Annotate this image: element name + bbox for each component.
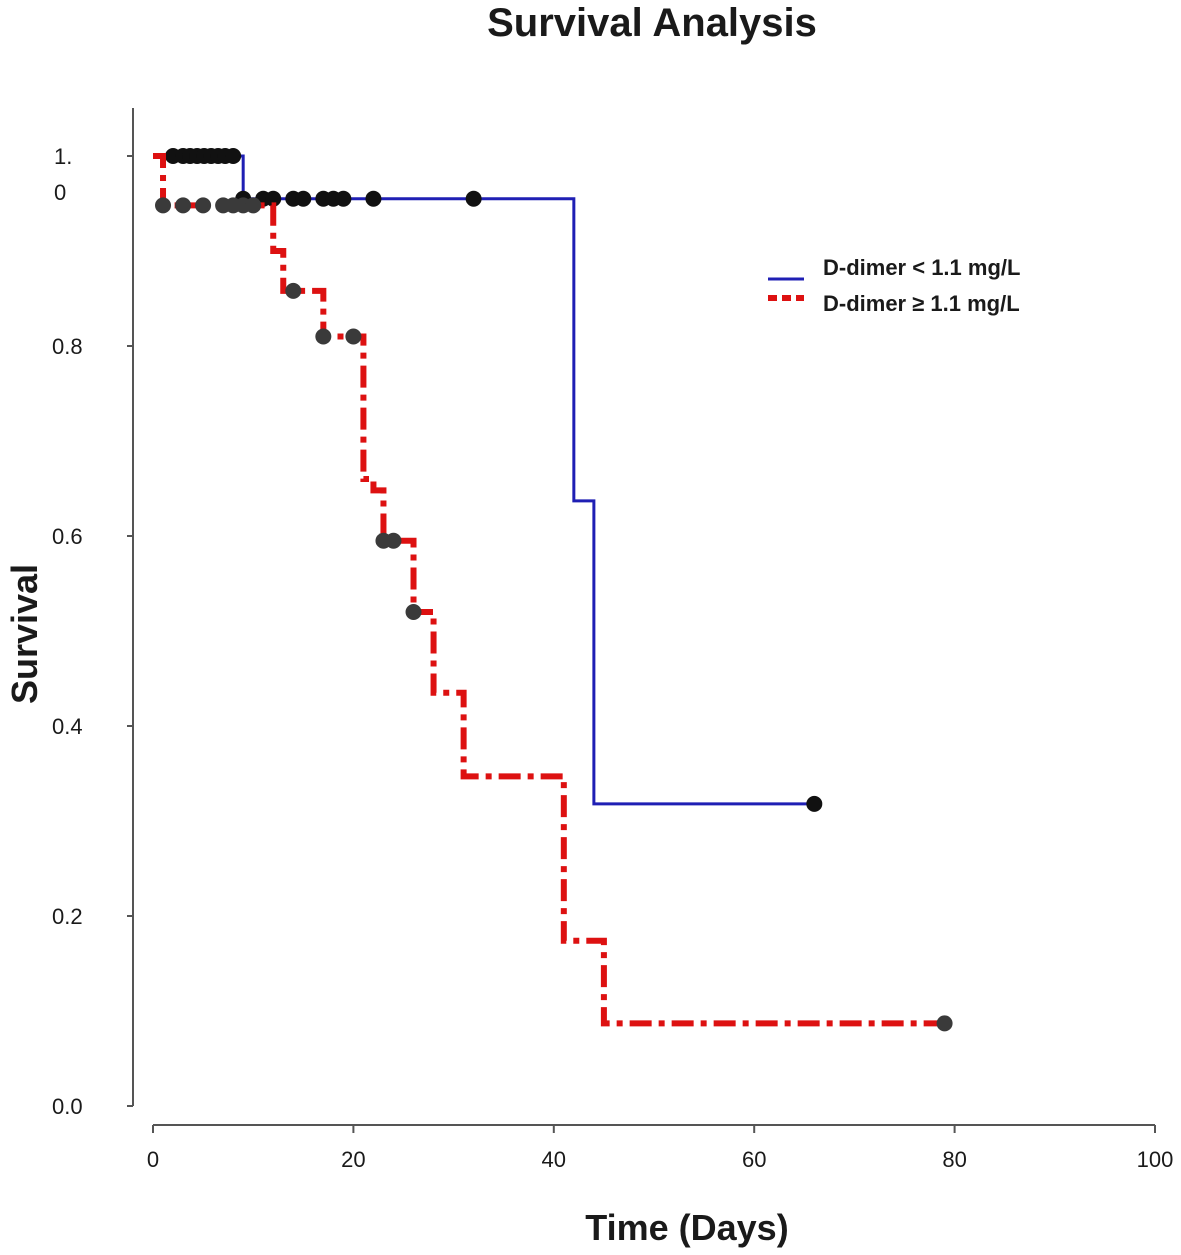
- x-axis-label: Time (Days): [585, 1207, 788, 1248]
- series-2-censor-point: [175, 197, 192, 214]
- series-1-censor-point: [365, 190, 382, 207]
- y-tick-label: 0.8: [52, 334, 83, 359]
- x-tick-label: 0: [147, 1147, 159, 1172]
- series-2-censor-point: [345, 328, 362, 345]
- axes: [132, 108, 1155, 1126]
- series-2-censor-point: [155, 197, 172, 214]
- x-tick-label: 100: [1137, 1147, 1174, 1172]
- series-1-censor-point: [265, 190, 282, 207]
- y-tick-label: 0.4: [52, 714, 83, 739]
- y-tick-label: 1. 0: [54, 144, 72, 205]
- y-tick-label: 0.6: [52, 524, 83, 549]
- x-tick-label: 60: [742, 1147, 766, 1172]
- series-2-censor-point: [315, 328, 332, 345]
- x-tick-label: 80: [942, 1147, 966, 1172]
- series-1-censor-point: [225, 148, 242, 164]
- series-1-censor-point: [295, 190, 312, 207]
- legend: D-dimer < 1.1 mg/L D-dimer ≥ 1.1 mg/L: [768, 255, 1020, 316]
- y-tick-label: 0.0: [52, 1094, 83, 1119]
- series-layer: [153, 148, 953, 1032]
- series-1-line: [153, 154, 815, 806]
- y-ticks: 0.0 0.2 0.4 0.6 0.8 1. 0: [52, 144, 133, 1119]
- x-ticks: 0 20 40 60 80 100: [147, 1125, 1173, 1172]
- series-2-censor-point: [285, 282, 302, 299]
- series-1: [153, 148, 823, 812]
- series-2-censor-point: [195, 197, 212, 214]
- series-2: [153, 153, 953, 1032]
- series-1-censor-point: [465, 190, 482, 207]
- x-tick-label: 40: [542, 1147, 566, 1172]
- legend-label-series-2: D-dimer ≥ 1.1 mg/L: [823, 291, 1020, 316]
- legend-label-series-1: D-dimer < 1.1 mg/L: [823, 255, 1020, 280]
- y-tick-label: 0.2: [52, 904, 83, 929]
- chart-title: Survival Analysis: [487, 1, 817, 45]
- series-2-censor-point: [405, 604, 422, 620]
- x-tick-label: 20: [341, 1147, 365, 1172]
- series-1-censor-point: [806, 795, 823, 812]
- series-2-censor-point: [936, 1015, 953, 1032]
- series-2-line: [153, 153, 945, 1027]
- series-1-censor-point: [335, 190, 352, 207]
- series-2-censor-point: [245, 197, 262, 214]
- series-2-censor-point: [385, 532, 402, 549]
- y-axis-label: Survival: [4, 564, 45, 704]
